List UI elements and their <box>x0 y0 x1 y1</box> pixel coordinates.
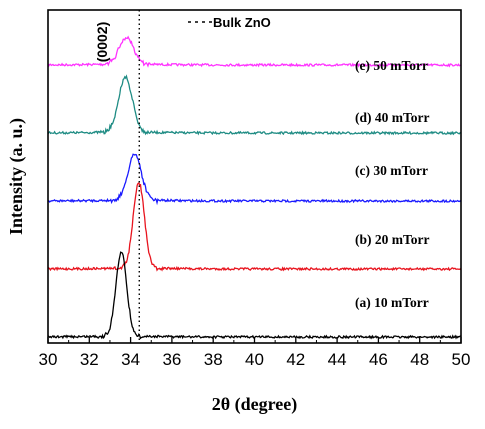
series-line-c-30-mtorr <box>47 153 462 206</box>
series-line-d-40-mtorr <box>47 74 462 136</box>
x-tick-label: 50 <box>452 350 471 369</box>
x-tick-label: 38 <box>204 350 223 369</box>
series-line-b-20-mtorr <box>47 182 462 272</box>
legend-label: Bulk ZnO <box>213 15 271 30</box>
legend: Bulk ZnO <box>188 15 271 30</box>
x-tick-label: 34 <box>121 350 140 369</box>
x-tick-label: 48 <box>410 350 429 369</box>
series-label: (a) 10 mTorr <box>355 295 429 310</box>
x-ticks: 30 32 34 36 38 40 42 44 46 48 50 <box>39 337 471 369</box>
series-line-e-50-mtorr <box>47 35 462 68</box>
series-layer <box>47 35 462 340</box>
y-axis-label: Intensity (a. u.) <box>6 118 27 235</box>
series-label: (b) 20 mTorr <box>355 232 430 247</box>
x-tick-label: 40 <box>245 350 264 369</box>
x-tick-label: 30 <box>39 350 58 369</box>
series-label: (e) 50 mTorr <box>355 58 428 73</box>
series-label: (d) 40 mTorr <box>355 110 430 125</box>
peak-annotation: (0002) <box>94 22 110 62</box>
x-tick-label: 46 <box>369 350 388 369</box>
x-tick-label: 44 <box>328 350 347 369</box>
x-axis-label: 2θ (degree) <box>212 394 298 415</box>
series-label: (c) 30 mTorr <box>355 163 428 178</box>
x-tick-label: 36 <box>162 350 181 369</box>
x-tick-label: 32 <box>80 350 99 369</box>
series-labels: (e) 50 mTorr (d) 40 mTorr (c) 30 mTorr (b) … <box>355 58 430 310</box>
x-tick-label: 42 <box>286 350 305 369</box>
